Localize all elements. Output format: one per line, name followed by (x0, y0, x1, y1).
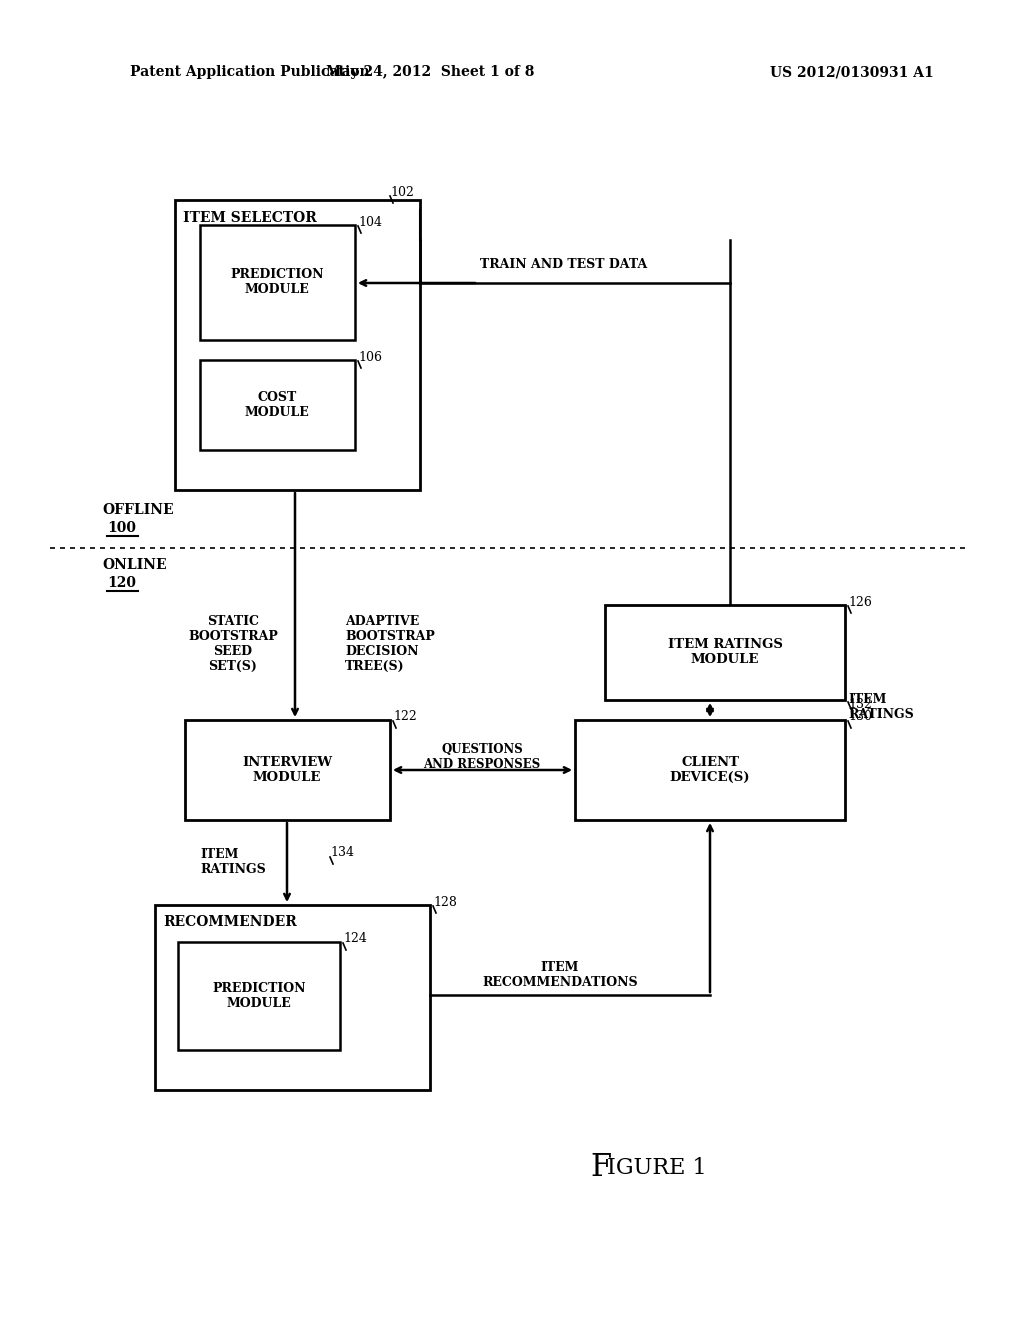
Text: 128: 128 (433, 895, 457, 908)
Text: OFFLINE: OFFLINE (102, 503, 174, 517)
Bar (175, 201, 420, 490)
Text: 102: 102 (390, 186, 414, 198)
Text: 124: 124 (343, 932, 367, 945)
Bar (200, 360, 355, 450)
Text: PREDICTION
MODULE: PREDICTION MODULE (212, 982, 306, 1010)
Text: 126: 126 (848, 595, 871, 609)
Text: ITEM RATINGS
MODULE: ITEM RATINGS MODULE (668, 638, 782, 667)
Text: ONLINE: ONLINE (102, 558, 167, 572)
Text: 106: 106 (358, 351, 382, 363)
Text: INTERVIEW
MODULE: INTERVIEW MODULE (242, 756, 332, 784)
Bar (185, 719, 390, 820)
Text: COST
MODULE: COST MODULE (245, 391, 309, 418)
Text: ITEM SELECTOR: ITEM SELECTOR (183, 211, 316, 224)
Text: 130: 130 (848, 710, 872, 723)
Bar (575, 719, 845, 820)
Text: 100: 100 (106, 521, 136, 535)
Text: TRAIN AND TEST DATA: TRAIN AND TEST DATA (480, 259, 647, 272)
Text: 122: 122 (393, 710, 417, 723)
Text: Patent Application Publication: Patent Application Publication (130, 65, 370, 79)
Text: QUESTIONS
AND RESPONSES: QUESTIONS AND RESPONSES (423, 743, 541, 771)
Text: PREDICTION
MODULE: PREDICTION MODULE (230, 268, 324, 296)
Text: F: F (590, 1152, 611, 1184)
Text: ITEM
RATINGS: ITEM RATINGS (848, 693, 913, 721)
Text: CLIENT
DEVICE(S): CLIENT DEVICE(S) (670, 756, 751, 784)
Bar (155, 906, 430, 1090)
Text: 104: 104 (358, 215, 382, 228)
Text: 132: 132 (848, 698, 871, 711)
Bar (200, 224, 355, 341)
Text: STATIC
BOOTSTRAP
SEED
SET(S): STATIC BOOTSTRAP SEED SET(S) (188, 615, 278, 673)
Text: US 2012/0130931 A1: US 2012/0130931 A1 (770, 65, 934, 79)
Text: 134: 134 (330, 846, 354, 859)
Bar (605, 605, 845, 700)
Text: ITEM
RATINGS: ITEM RATINGS (200, 847, 266, 876)
Text: ADAPTIVE
BOOTSTRAP
DECISION
TREE(S): ADAPTIVE BOOTSTRAP DECISION TREE(S) (345, 615, 435, 673)
Text: 120: 120 (106, 576, 136, 590)
Text: RECOMMENDER: RECOMMENDER (163, 915, 297, 929)
Text: ITEM
RECOMMENDATIONS: ITEM RECOMMENDATIONS (482, 961, 638, 989)
Text: IGURE 1: IGURE 1 (607, 1158, 707, 1179)
Bar (178, 942, 340, 1049)
Text: May 24, 2012  Sheet 1 of 8: May 24, 2012 Sheet 1 of 8 (326, 65, 535, 79)
